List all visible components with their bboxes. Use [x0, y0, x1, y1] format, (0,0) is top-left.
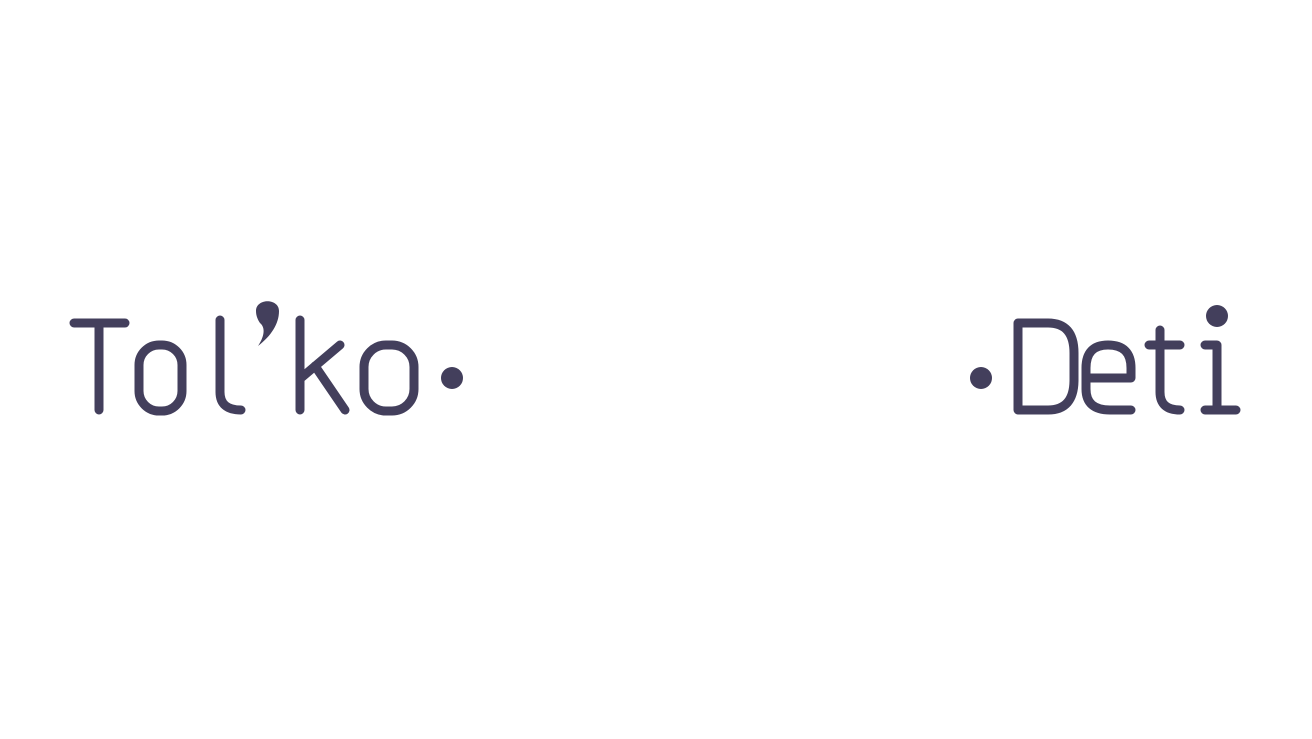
logo-letter-k: [295, 315, 350, 415]
logo-letter-o-2: [359, 340, 419, 416]
logo-apostrophe-shape: [256, 301, 279, 346]
logo-left-dot: [441, 367, 463, 389]
logo-word-deti: [970, 305, 1241, 415]
logo-letter-t: [69, 318, 130, 415]
logo-right-dot: [970, 367, 992, 389]
logo-letter-e: [1081, 340, 1136, 415]
logo-letter-l: [215, 315, 246, 415]
logo-letter-i-dot: [1206, 305, 1228, 327]
logo-letter-i: [1200, 340, 1241, 415]
logo-letter-o: [134, 340, 187, 416]
logo-letter-t-2: [1144, 325, 1185, 415]
logo-word-tolko: [69, 301, 463, 416]
logo-letter-d: [1013, 318, 1079, 415]
